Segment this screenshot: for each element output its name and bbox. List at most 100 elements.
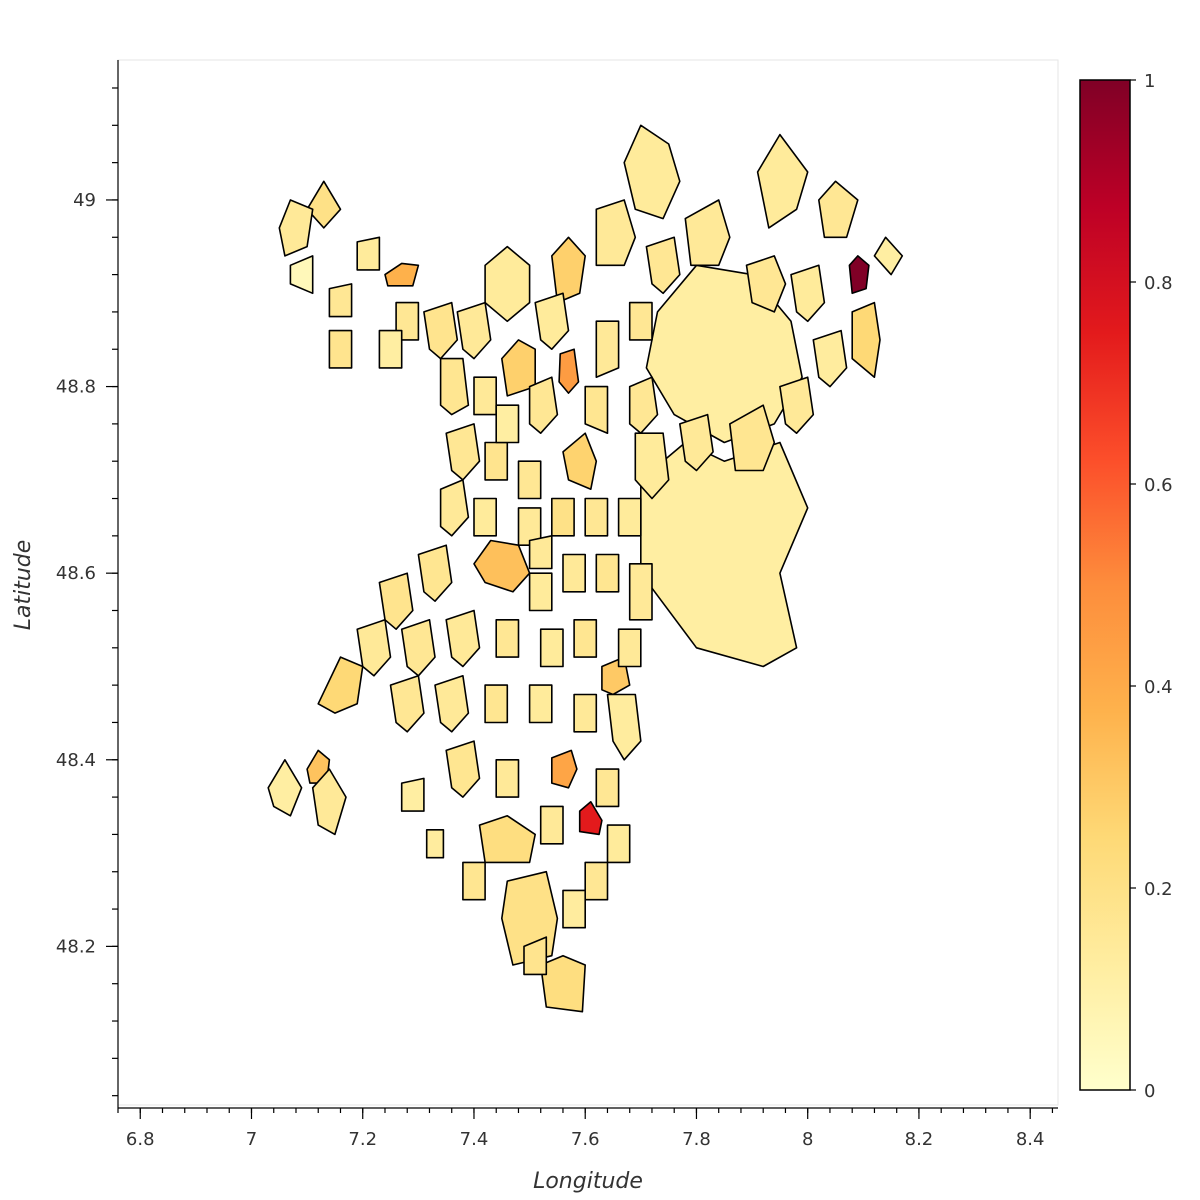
map-region xyxy=(595,553,620,593)
map-region xyxy=(790,264,826,323)
map-region xyxy=(595,199,637,267)
map-region xyxy=(573,693,598,733)
map-region xyxy=(528,684,553,724)
map-region xyxy=(606,824,631,864)
map-region xyxy=(484,245,531,323)
map-region xyxy=(539,954,587,1013)
map-region xyxy=(578,800,603,836)
map-region xyxy=(400,777,425,812)
map-region xyxy=(495,404,520,444)
map-region xyxy=(425,828,445,859)
map-region xyxy=(517,460,542,500)
map-region xyxy=(562,889,587,929)
map-region xyxy=(445,609,481,668)
x-tick-label: 8.4 xyxy=(1016,1129,1045,1150)
plot-frame xyxy=(117,59,1059,1106)
y-tick-label: 48.2 xyxy=(56,936,96,957)
map-region xyxy=(484,441,509,481)
map-region xyxy=(851,301,881,379)
y-axis-title: Latitude xyxy=(11,540,36,631)
map-region xyxy=(550,497,575,537)
x-tick-label: 6.8 xyxy=(126,1129,155,1150)
map-region xyxy=(595,320,620,379)
map-region xyxy=(562,553,587,593)
map-region xyxy=(439,479,470,537)
colorbar-tick-label: 0 xyxy=(1144,1081,1155,1102)
map-region xyxy=(445,423,481,481)
x-axis-title: Longitude xyxy=(533,1169,643,1194)
colorbar-gradient xyxy=(1079,79,1131,1091)
map-region xyxy=(550,236,587,304)
map-region xyxy=(528,376,559,435)
map-region xyxy=(623,124,681,220)
map-region xyxy=(384,262,420,287)
colorbar: 0 0.2 0.4 0.6 0.8 1 xyxy=(1079,71,1173,1102)
colorbar-tick-label: 0.2 xyxy=(1144,879,1173,900)
map-region xyxy=(817,180,859,239)
map-region xyxy=(484,684,509,724)
map-region xyxy=(684,199,731,267)
map-region xyxy=(628,301,653,341)
map-region xyxy=(473,376,498,416)
x-tick-label: 7 xyxy=(246,1129,257,1150)
map-region xyxy=(779,376,815,435)
x-tick-label: 8.2 xyxy=(905,1129,934,1150)
map-region xyxy=(495,758,520,798)
map-region xyxy=(495,618,520,658)
map-region xyxy=(473,497,498,537)
map-region xyxy=(812,329,848,388)
map-region xyxy=(473,539,531,593)
map-region xyxy=(573,618,598,658)
map-region xyxy=(595,768,620,808)
map-region xyxy=(267,758,303,817)
map-region xyxy=(434,674,470,733)
map-region xyxy=(528,534,553,570)
map-region xyxy=(534,292,570,351)
map-region xyxy=(584,861,609,901)
map-region xyxy=(289,255,314,295)
map-region xyxy=(617,497,642,537)
map-region xyxy=(389,674,425,733)
map-region xyxy=(628,562,653,621)
y-tick-label: 48.6 xyxy=(56,563,96,584)
map-region xyxy=(328,329,353,369)
map-region xyxy=(539,628,564,668)
map-region xyxy=(278,199,314,257)
map-region xyxy=(634,432,670,500)
map-region xyxy=(617,628,642,668)
map-region xyxy=(462,861,486,901)
map-region xyxy=(439,357,470,416)
map-region xyxy=(628,376,659,435)
y-tick-label: 48.4 xyxy=(56,750,96,771)
map-region xyxy=(456,301,492,360)
map-region xyxy=(728,404,776,472)
map-region xyxy=(539,805,564,845)
colorbar-tick-label: 1 xyxy=(1144,71,1155,92)
map-region xyxy=(445,740,481,798)
colorbar-tick-label: 0.4 xyxy=(1144,677,1173,698)
map-region xyxy=(523,936,548,976)
map-region xyxy=(584,385,609,435)
map-region xyxy=(378,572,414,631)
map-region xyxy=(400,618,436,677)
x-tick-label: 7.4 xyxy=(460,1129,489,1150)
colorbar-tick-label: 0.8 xyxy=(1144,273,1173,294)
map-region xyxy=(606,693,642,761)
map-region xyxy=(558,348,580,394)
map-region xyxy=(645,236,681,295)
map-regions xyxy=(267,124,904,1013)
map-region xyxy=(848,255,870,295)
map-region xyxy=(356,618,392,677)
map-region xyxy=(562,432,598,491)
map-region xyxy=(550,749,578,789)
map-region xyxy=(478,814,537,864)
map-region xyxy=(584,497,609,537)
map-region xyxy=(745,255,787,313)
map-region xyxy=(678,413,714,472)
map-region xyxy=(528,572,553,612)
colorbar-tick-label: 0.6 xyxy=(1144,475,1173,496)
map-region xyxy=(328,283,353,318)
x-tick-label: 7.2 xyxy=(348,1129,377,1150)
map-region xyxy=(306,180,342,229)
